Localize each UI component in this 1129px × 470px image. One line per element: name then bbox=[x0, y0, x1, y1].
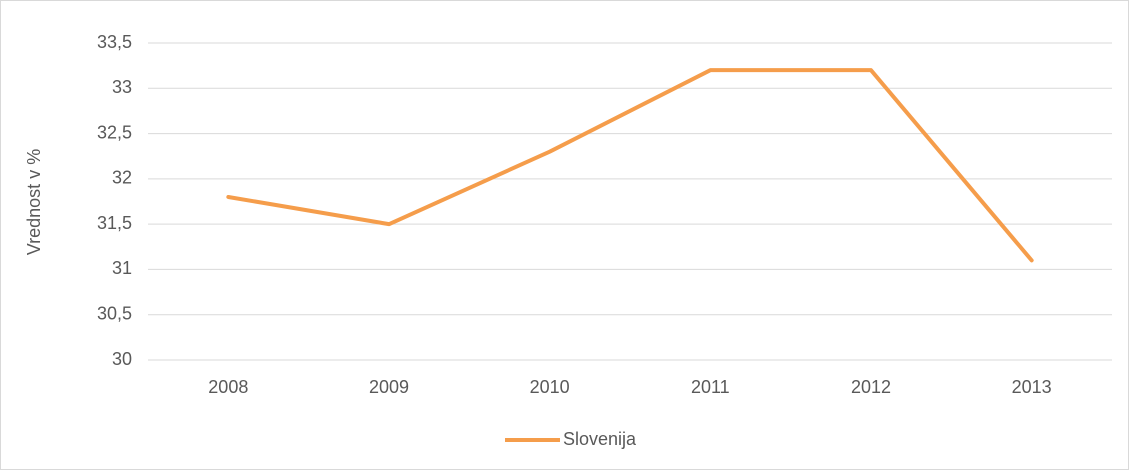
y-tick-label: 32 bbox=[112, 168, 132, 188]
y-tick-label: 30 bbox=[112, 349, 132, 369]
y-tick-label: 31 bbox=[112, 258, 132, 278]
legend-label: Slovenija bbox=[563, 429, 637, 449]
x-tick-label: 2009 bbox=[369, 377, 409, 397]
series-line bbox=[226, 68, 1034, 263]
y-tick-label: 30,5 bbox=[97, 303, 132, 323]
x-tick-label: 2010 bbox=[530, 377, 570, 397]
y-tick-label: 33 bbox=[112, 77, 132, 97]
y-axis-label: Vrednost v % bbox=[24, 149, 44, 255]
y-tick-label: 31,5 bbox=[97, 213, 132, 233]
y-tick-label: 33,5 bbox=[97, 32, 132, 52]
x-tick-label: 2013 bbox=[1012, 377, 1052, 397]
y-tick-label: 32,5 bbox=[97, 122, 132, 142]
x-tick-label: 2012 bbox=[851, 377, 891, 397]
x-tick-label: 2008 bbox=[208, 377, 248, 397]
x-tick-label: 2011 bbox=[691, 377, 730, 397]
